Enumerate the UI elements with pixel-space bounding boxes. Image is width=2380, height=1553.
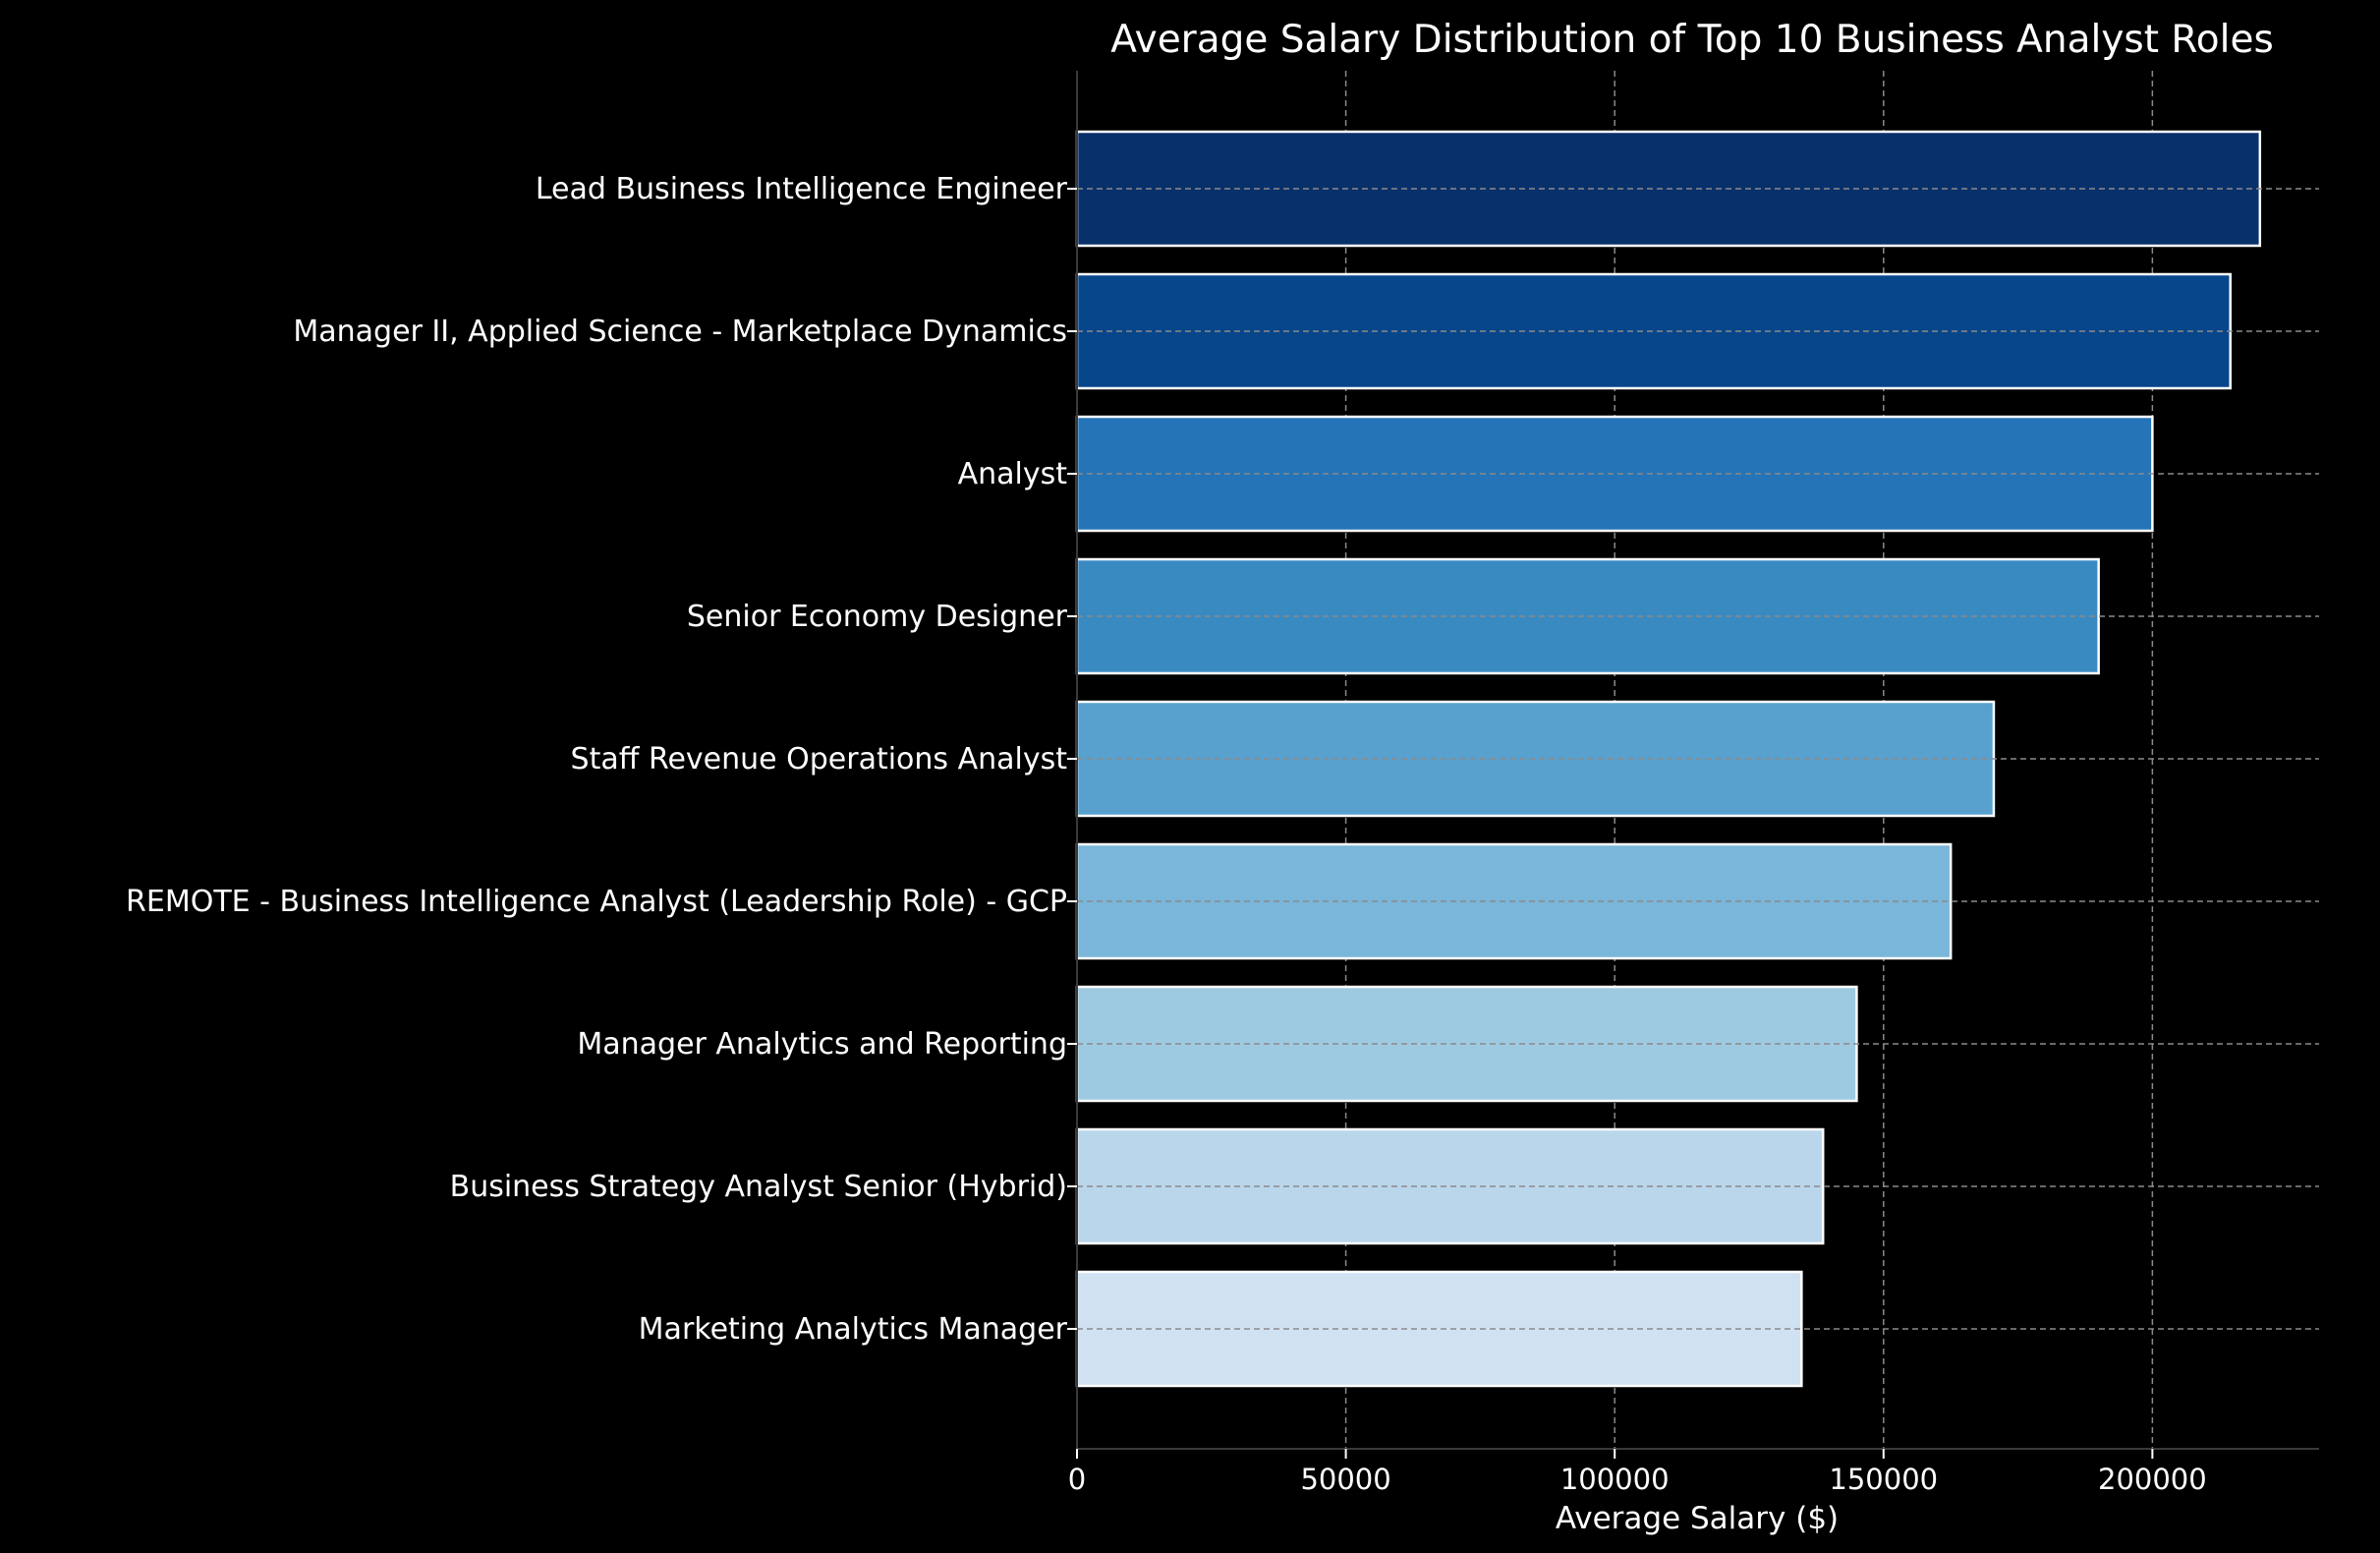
- y-tick-label: Lead Business Intelligence Engineer: [536, 172, 1068, 206]
- y-ticks: Lead Business Intelligence Engineer Manag…: [126, 172, 1077, 1347]
- bar: [1075, 272, 2232, 390]
- y-tick-label: Senior Economy Designer: [687, 600, 1068, 634]
- y-tick-label: Marketing Analytics Manager: [639, 1312, 1068, 1347]
- y-tick-label: Staff Revenue Operations Analyst: [571, 742, 1068, 776]
- x-tick-label: 50000: [1300, 1463, 1390, 1496]
- x-tick-label: 0: [1068, 1463, 1086, 1496]
- y-tick-label: REMOTE - Business Intelligence Analyst (…: [126, 885, 1067, 919]
- x-axis-title: Average Salary ($): [1556, 1501, 1839, 1536]
- y-tick-label: Analyst: [958, 457, 1068, 491]
- x-tick-label: 150000: [1829, 1463, 1938, 1496]
- chart-title: Average Salary Distribution of Top 10 Bu…: [1110, 18, 2274, 62]
- x-tick-label: 200000: [2098, 1463, 2207, 1496]
- y-tick-label: Manager Analytics and Reporting: [577, 1027, 1067, 1062]
- horizontal-grid-lines: [1077, 188, 2319, 1330]
- y-tick-label: Manager II, Applied Science - Marketplac…: [293, 315, 1067, 349]
- x-ticks: 0 50000 100000 150000 200000: [1068, 1449, 2207, 1496]
- y-tick-label: Business Strategy Analyst Senior (Hybrid…: [450, 1170, 1067, 1204]
- x-tick-label: 100000: [1560, 1463, 1670, 1496]
